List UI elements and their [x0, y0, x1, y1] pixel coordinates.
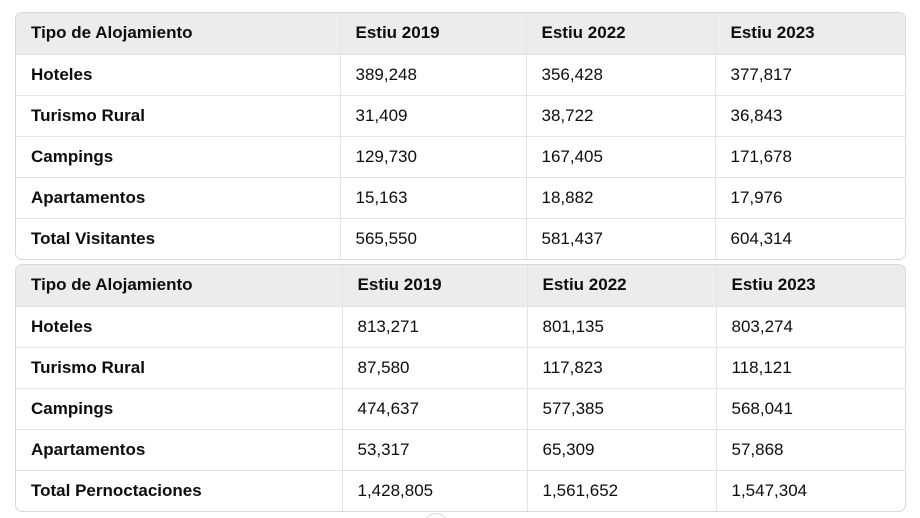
column-header-2022: Estiu 2022 — [526, 265, 716, 306]
visitors-table: Tipo de Alojamiento Estiu 2019 Estiu 202… — [15, 12, 906, 260]
table-cell: 389,248 — [339, 53, 526, 95]
table-cell: 565,550 — [339, 217, 526, 259]
row-label: Campings — [16, 387, 342, 429]
table-row: Hoteles 389,248 356,428 377,817 — [16, 53, 905, 95]
table-cell: 38,722 — [525, 94, 715, 136]
table-cell: 57,868 — [715, 428, 905, 470]
table-row: Apartamentos 53,317 65,309 57,868 — [16, 428, 905, 470]
overnight-stays-table: Tipo de Alojamiento Estiu 2019 Estiu 202… — [15, 264, 906, 512]
row-label: Apartamentos — [16, 428, 342, 470]
column-header-2019: Estiu 2019 — [339, 13, 526, 54]
table-cell: 129,730 — [339, 135, 526, 177]
table-cell: 474,637 — [341, 387, 527, 429]
table-cell: 1,547,304 — [715, 469, 905, 511]
table-cell: 604,314 — [714, 217, 905, 259]
table-cell: 18,882 — [525, 176, 715, 218]
table-cell: 1,561,652 — [526, 469, 716, 511]
table-cell: 377,817 — [714, 53, 905, 95]
column-header-accommodation-type: Tipo de Alojamiento — [31, 275, 193, 295]
row-label: Total Visitantes — [16, 217, 340, 259]
column-header-2023: Estiu 2023 — [714, 13, 905, 54]
table-cell: 118,121 — [715, 346, 905, 388]
table-cell: 53,317 — [341, 428, 527, 470]
column-header-2023: Estiu 2023 — [715, 265, 905, 306]
table-cell: 568,041 — [715, 387, 905, 429]
table-row: Campings 129,730 167,405 171,678 — [16, 135, 905, 177]
table-cell: 167,405 — [525, 135, 715, 177]
table-row-total: Total Visitantes 565,550 581,437 604,314 — [16, 217, 905, 259]
row-label: Hoteles — [16, 53, 340, 95]
row-label: Apartamentos — [16, 176, 340, 218]
table-row: Campings 474,637 577,385 568,041 — [16, 387, 905, 429]
table-cell: 36,843 — [714, 94, 905, 136]
table-cell: 813,271 — [341, 305, 527, 347]
table-cell: 65,309 — [526, 428, 716, 470]
column-header-2022: Estiu 2022 — [525, 13, 715, 54]
table-cell: 577,385 — [526, 387, 716, 429]
table-cell: 801,135 — [526, 305, 716, 347]
row-label: Total Pernoctaciones — [16, 469, 342, 511]
scroll-to-bottom-button[interactable] — [424, 513, 448, 518]
table-header-row: Tipo de Alojamiento Estiu 2019 Estiu 202… — [16, 13, 905, 54]
table-row-total: Total Pernoctaciones 1,428,805 1,561,652… — [16, 469, 905, 511]
table-cell: 1,428,805 — [341, 469, 527, 511]
row-label: Campings — [16, 135, 340, 177]
table-header-row: Tipo de Alojamiento Estiu 2019 Estiu 202… — [16, 265, 905, 306]
table-cell: 87,580 — [341, 346, 527, 388]
table-cell: 171,678 — [714, 135, 905, 177]
row-label: Turismo Rural — [16, 346, 342, 388]
table-cell: 581,437 — [525, 217, 715, 259]
table-cell: 356,428 — [525, 53, 715, 95]
table-cell: 803,274 — [715, 305, 905, 347]
row-label: Turismo Rural — [16, 94, 340, 136]
table-row: Hoteles 813,271 801,135 803,274 — [16, 305, 905, 347]
table-cell: 15,163 — [339, 176, 526, 218]
table-row: Turismo Rural 31,409 38,722 36,843 — [16, 94, 905, 136]
table-row: Turismo Rural 87,580 117,823 118,121 — [16, 346, 905, 388]
column-header-2019: Estiu 2019 — [341, 265, 527, 306]
table-cell: 117,823 — [526, 346, 716, 388]
table-cell: 17,976 — [714, 176, 905, 218]
column-header-accommodation-type: Tipo de Alojamiento — [31, 23, 193, 43]
table-row: Apartamentos 15,163 18,882 17,976 — [16, 176, 905, 218]
table-cell: 31,409 — [339, 94, 526, 136]
row-label: Hoteles — [16, 305, 342, 347]
